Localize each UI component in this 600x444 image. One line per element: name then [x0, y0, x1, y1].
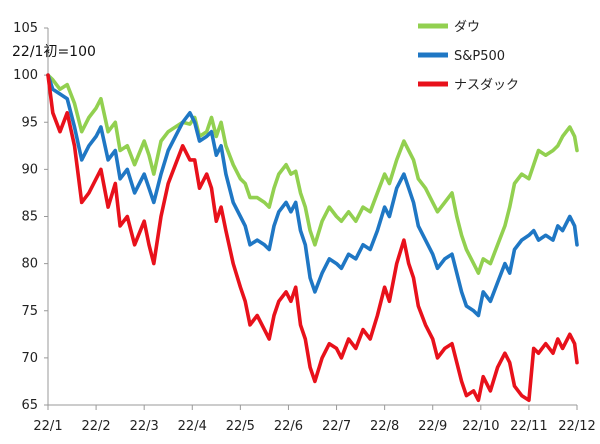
axes	[44, 27, 578, 410]
legend: ダウ S&P500 ナスダック	[418, 20, 519, 93]
x-tick-label: 22/6	[274, 419, 303, 434]
series-lines	[46, 73, 579, 403]
legend-label: ダウ	[454, 20, 480, 35]
y-tick-label: 70	[21, 351, 38, 366]
y-tick-label: 75	[21, 304, 38, 319]
legend-label: ナスダック	[454, 78, 519, 93]
x-tick-label: 22/12	[558, 419, 595, 434]
x-tick-label: 22/2	[81, 419, 110, 434]
y-tick-label: 80	[21, 257, 38, 272]
series-line-0	[46, 73, 579, 275]
series-line-1	[46, 73, 579, 318]
x-tick-label: 22/5	[226, 419, 255, 434]
x-tick-label: 22/1	[33, 419, 62, 434]
x-tick-label: 22/8	[370, 419, 399, 434]
y-tick-label: 95	[21, 115, 38, 130]
y-tick-label: 65	[21, 398, 38, 413]
y-tick-label: 100	[13, 68, 38, 83]
y-tick-labels: 65 70 75 80 85 90 95 100 105	[13, 21, 38, 413]
x-tick-label: 22/7	[322, 419, 351, 434]
y-tick-label: 90	[21, 162, 38, 177]
x-tick-label: 22/4	[178, 419, 207, 434]
x-tick-label: 22/9	[418, 419, 447, 434]
y-tick-label: 105	[13, 21, 38, 36]
legend-label: S&P500	[454, 49, 505, 64]
y-tick-label: 85	[21, 210, 38, 225]
x-tick-label: 22/10	[462, 419, 499, 434]
base-note: 22/1初=100	[12, 43, 96, 60]
x-tick-labels: 22/1 22/2 22/3 22/4 22/5 22/6 22/7 22/8 22/9 22/1…	[33, 419, 595, 434]
x-tick-label: 22/11	[510, 419, 547, 434]
x-tick-label: 22/3	[130, 419, 159, 434]
series-line-2	[46, 73, 579, 403]
